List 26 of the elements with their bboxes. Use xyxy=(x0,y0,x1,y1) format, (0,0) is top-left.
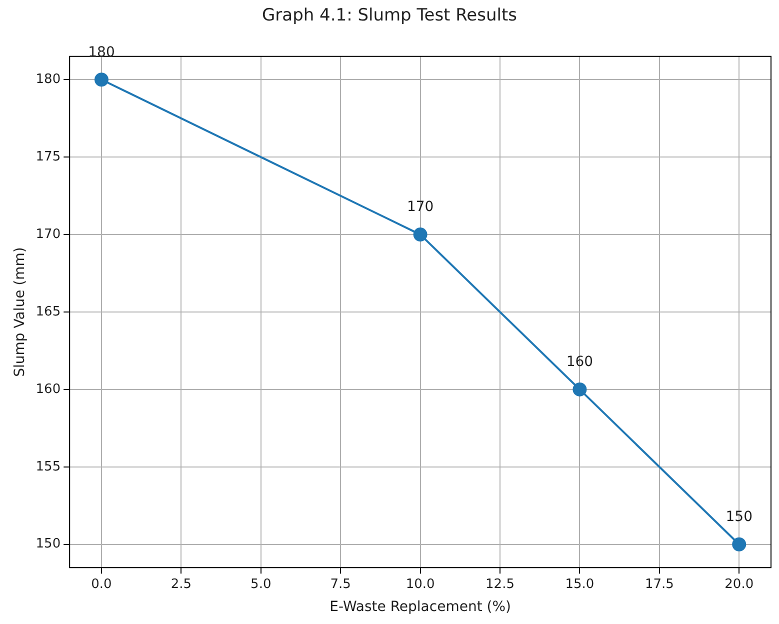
y-tick-label: 155 xyxy=(36,459,61,474)
x-tick-label: 17.5 xyxy=(644,576,674,592)
point xyxy=(572,382,587,396)
x-tick-label: 10.0 xyxy=(406,576,435,592)
data-label: 170 xyxy=(406,199,434,216)
data-label: 160 xyxy=(566,354,594,370)
y-tick-label: 175 xyxy=(36,149,61,164)
data-label: 150 xyxy=(726,509,752,526)
x-tick-label: 15.0 xyxy=(565,576,594,592)
point xyxy=(732,537,746,552)
point xyxy=(94,72,108,87)
x-tick-label: 20.0 xyxy=(724,576,754,592)
x-axis-title: E-Waste Replacement (%) xyxy=(330,599,511,616)
x-tick-label: 12.5 xyxy=(486,576,514,592)
point xyxy=(413,228,428,242)
chart-title: Graph 4.1: Slump Test Results xyxy=(262,6,518,26)
y-tick-label: 150 xyxy=(36,536,61,552)
x-tick-label: 0.0 xyxy=(91,576,112,592)
x-tick-label: 7.5 xyxy=(330,576,351,592)
y-tick-label: 170 xyxy=(36,226,61,242)
y-axis-title: Slump Value (mm) xyxy=(12,247,28,377)
x-tick-label: 5.0 xyxy=(250,576,272,592)
y-tick-label: 160 xyxy=(36,382,61,397)
x-tick-label: 2.5 xyxy=(170,576,192,592)
y-tick-label: 180 xyxy=(36,72,61,88)
y-tick-label: 165 xyxy=(36,304,61,320)
